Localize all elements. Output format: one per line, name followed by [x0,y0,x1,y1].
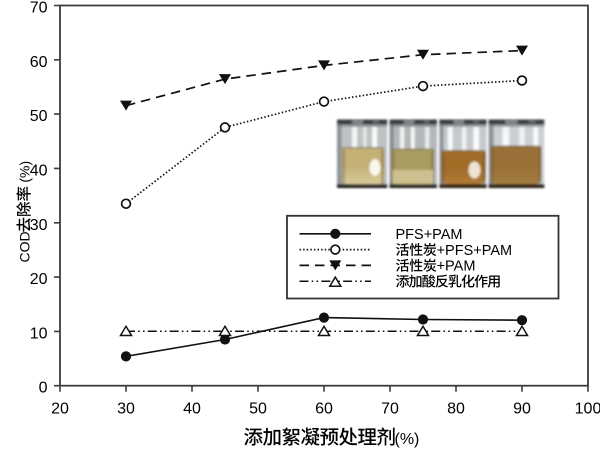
svg-text:PFS+PAM: PFS+PAM [396,227,463,243]
svg-text:80: 80 [447,401,465,418]
svg-text:30: 30 [30,217,48,234]
svg-text:70: 70 [381,401,399,418]
svg-text:90: 90 [513,401,531,418]
svg-text:(%): (%) [17,161,33,187]
svg-text:40: 40 [30,162,48,179]
svg-text:60: 60 [315,401,333,418]
svg-text:50: 50 [30,108,48,125]
svg-text:+PAM: +PAM [437,259,476,275]
svg-text:100: 100 [575,401,600,418]
svg-text:(%): (%) [395,431,420,448]
svg-text:60: 60 [30,54,48,71]
svg-text:50: 50 [249,401,267,418]
svg-text:0: 0 [39,380,48,397]
svg-text:30: 30 [117,401,135,418]
svg-text:20: 20 [51,401,69,418]
svg-text:20: 20 [30,271,48,288]
svg-text:40: 40 [183,401,201,418]
svg-text:COD: COD [17,231,33,262]
svg-text:+PFS+PAM: +PFS+PAM [437,243,512,259]
svg-text:70: 70 [30,0,48,17]
svg-text:10: 10 [30,325,48,342]
